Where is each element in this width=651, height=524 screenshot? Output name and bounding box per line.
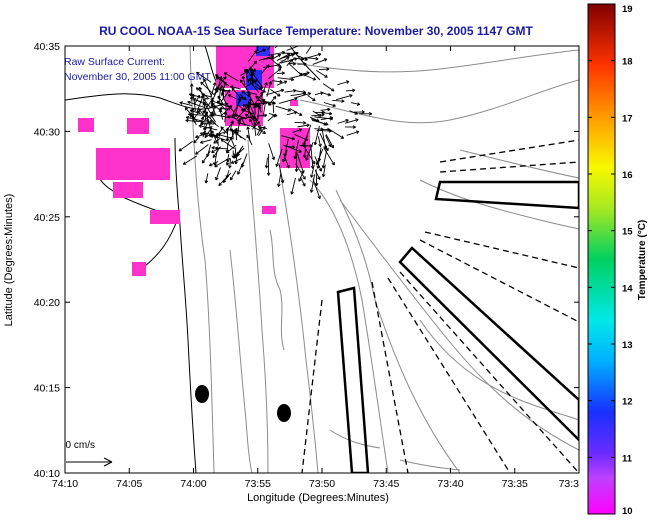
x-axis-label: Longitude (Degrees:Minutes)	[247, 492, 389, 504]
current-date-label: November 30, 2005 11:00 GMT	[64, 71, 211, 83]
x-tick-label: 74:05	[116, 478, 142, 490]
sst-patch	[127, 118, 149, 134]
colorbar-tick-label: 14	[622, 283, 633, 294]
y-tick-label: 40:10	[34, 468, 60, 480]
current-vector	[254, 38, 264, 41]
colorbar-label: Temperature (°C)	[637, 220, 648, 301]
colorbar-tick-label: 15	[622, 227, 633, 238]
current-label: Raw Surface Current:	[64, 56, 165, 68]
sst-patch	[132, 262, 146, 276]
y-tick-label: 40:15	[34, 383, 60, 395]
y-tick-label: 40:20	[34, 297, 60, 309]
figure-title: RU COOL NOAA-15 Sea Surface Temperature:…	[99, 24, 533, 38]
colorbar-tick-label: 13	[622, 340, 633, 351]
colorbar-tick-label: 17	[622, 113, 633, 124]
colorbar-tick-label: 12	[622, 397, 633, 408]
colorbar-gradient	[588, 4, 615, 514]
x-tick-label: 73:35	[502, 478, 528, 490]
colorbar-tick-label: 10	[622, 506, 633, 517]
x-tick-label: 73:55	[245, 478, 271, 490]
sst-patch	[262, 206, 276, 214]
sst-patch	[150, 210, 180, 224]
sst-patch	[290, 100, 298, 106]
x-tick-label: 73:3	[559, 478, 580, 490]
y-tick-label: 40:35	[34, 41, 60, 53]
x-tick-label: 74:00	[180, 478, 206, 490]
x-tick-label: 73:40	[437, 478, 463, 490]
y-tick-label: 40:25	[34, 212, 60, 224]
x-tick-label: 73:50	[309, 478, 335, 490]
colorbar: 19 18 17 16 15 14 13 12 11 10 Temperature (°C)	[588, 4, 648, 517]
sst-patch	[96, 148, 170, 180]
colorbar-tick-label: 11	[622, 453, 633, 464]
colorbar-tick-label: 18	[622, 57, 633, 68]
y-tick-label: 40:30	[34, 126, 60, 138]
x-tick-label: 73:45	[373, 478, 399, 490]
station-marker	[195, 385, 209, 403]
y-axis-label: Latitude (Degrees:Minutes)	[3, 194, 15, 327]
colorbar-tick-label: 19	[622, 4, 633, 15]
station-marker	[277, 404, 291, 422]
sst-patch	[113, 182, 143, 198]
sst-patch	[78, 118, 94, 132]
map-plot-area: Raw Surface Current: November 30, 2005 1…	[60, 29, 579, 473]
colorbar-tick-label: 16	[622, 170, 633, 181]
